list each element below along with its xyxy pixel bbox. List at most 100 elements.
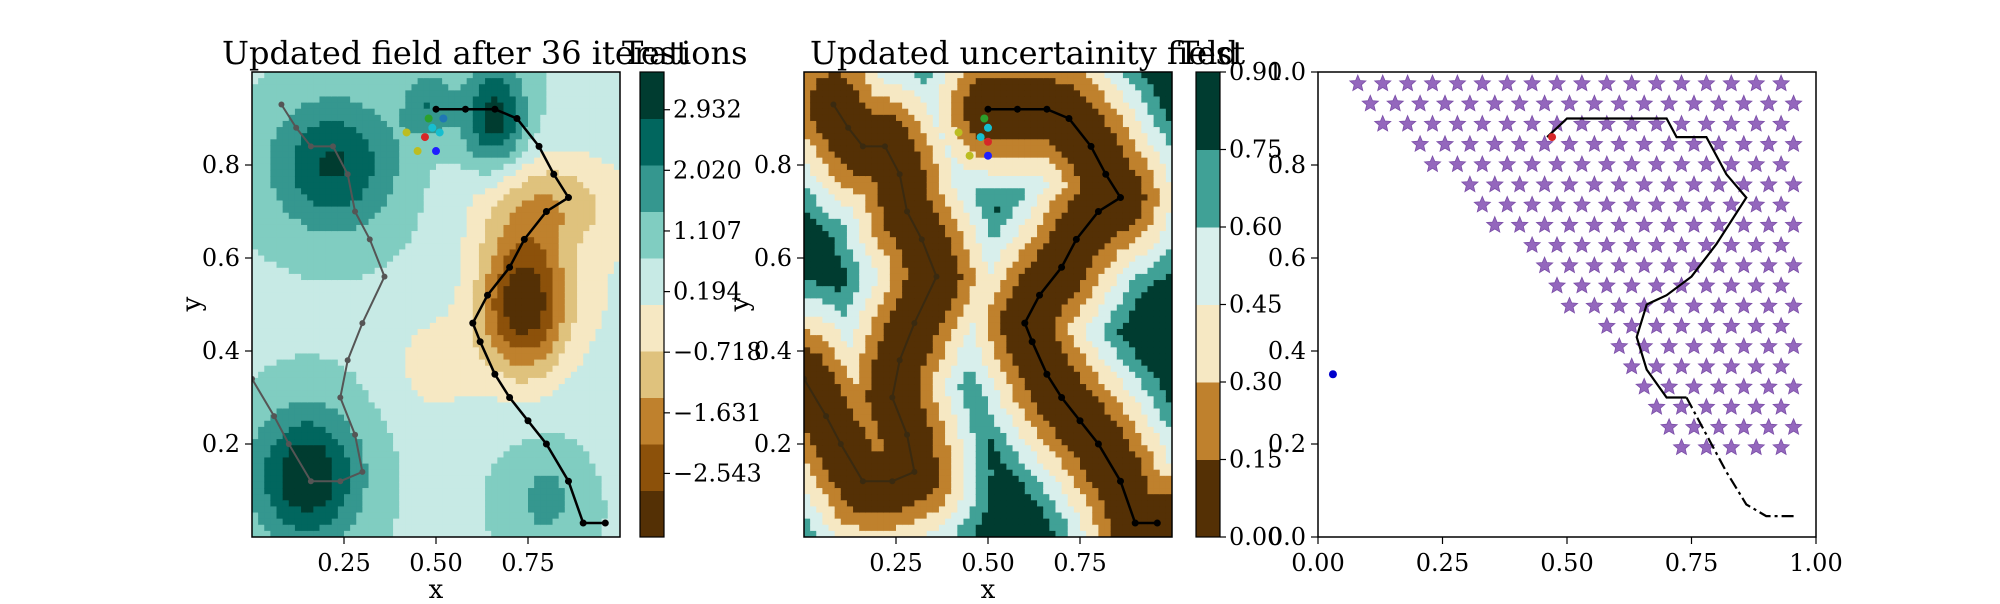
field-cell [252, 249, 259, 256]
field-cell [473, 482, 480, 489]
field-cell [540, 262, 547, 269]
field-cell [387, 292, 394, 299]
field-cell [277, 457, 284, 464]
field-cell [553, 488, 560, 495]
field-cell [326, 347, 333, 354]
field-cell [362, 298, 369, 305]
field-cell [369, 323, 376, 330]
field-cell [375, 366, 382, 373]
field-cell [326, 451, 333, 458]
field-cell [430, 384, 437, 391]
field-cell [810, 213, 817, 220]
field-cell [595, 378, 602, 385]
field-cell [393, 415, 400, 422]
field-cell [350, 451, 357, 458]
field-cell [559, 506, 566, 513]
field-cell [375, 513, 382, 520]
field-cell [510, 84, 517, 91]
field-cell [418, 194, 425, 201]
field-cell [497, 494, 504, 501]
field-cell [424, 109, 431, 116]
explored-point-gray [293, 125, 299, 131]
field-cell [810, 372, 817, 379]
field-cell [553, 152, 560, 159]
field-cell [804, 274, 811, 281]
field-cell [252, 164, 259, 171]
field-cell [822, 482, 829, 489]
field-cell [608, 96, 615, 103]
field-cell [350, 268, 357, 275]
field-cell [503, 360, 510, 367]
field-cell [810, 145, 817, 152]
field-cell [375, 329, 382, 336]
field-cell [313, 194, 320, 201]
field-cell [387, 500, 394, 507]
field-cell [350, 121, 357, 128]
field-cell [418, 464, 425, 471]
field-cell [589, 127, 596, 134]
field-cell [448, 409, 455, 416]
field-cell [393, 145, 400, 152]
field-cell [442, 488, 449, 495]
field-cell [332, 378, 339, 385]
field-cell [277, 292, 284, 299]
field-cell [326, 262, 333, 269]
field-cell [405, 139, 412, 146]
field-cell [344, 256, 351, 263]
field-cell [448, 451, 455, 458]
field-cell [424, 476, 431, 483]
field-cell [553, 268, 560, 275]
field-cell [516, 274, 523, 281]
field-cell [559, 323, 566, 330]
field-cell [307, 115, 314, 122]
field-cell [387, 513, 394, 520]
field-cell [822, 329, 829, 336]
field-cell [283, 409, 290, 416]
field-cell [393, 506, 400, 513]
field-cell [387, 286, 394, 293]
field-cell [816, 280, 823, 287]
field-cell [399, 188, 406, 195]
field-cell [307, 225, 314, 232]
field-cell [289, 109, 296, 116]
field-cell [461, 219, 468, 226]
field-cell [595, 353, 602, 360]
field-cell [810, 84, 817, 91]
field-cell [289, 249, 296, 256]
field-cell [436, 200, 443, 207]
field-cell [522, 476, 529, 483]
field-cell [461, 176, 468, 183]
field-cell [313, 421, 320, 428]
field-cell [810, 90, 817, 97]
field-cell [540, 451, 547, 458]
field-cell [479, 402, 486, 409]
field-cell [546, 457, 553, 464]
field-cell [258, 470, 265, 477]
field-cell [565, 231, 572, 238]
field-cell [283, 121, 290, 128]
field-cell [534, 347, 541, 354]
field-cell [307, 286, 314, 293]
field-cell [528, 372, 535, 379]
field-cell [405, 164, 412, 171]
field-cell [289, 506, 296, 513]
field-cell [424, 262, 431, 269]
field-cell [319, 158, 326, 165]
field-cell [381, 427, 388, 434]
field-cell [301, 384, 308, 391]
field-cell [277, 182, 284, 189]
field-cell [270, 305, 277, 312]
field-cell [381, 72, 388, 79]
field-cell [418, 457, 425, 464]
field-cell [270, 176, 277, 183]
field-cell [356, 170, 363, 177]
field-cell [424, 335, 431, 342]
field-cell [277, 188, 284, 195]
field-cell [326, 207, 333, 214]
field-cell [430, 280, 437, 287]
field-cell [270, 274, 277, 281]
field-cell [522, 188, 529, 195]
field-cell [313, 213, 320, 220]
field-cell [356, 506, 363, 513]
field-cell [319, 409, 326, 416]
